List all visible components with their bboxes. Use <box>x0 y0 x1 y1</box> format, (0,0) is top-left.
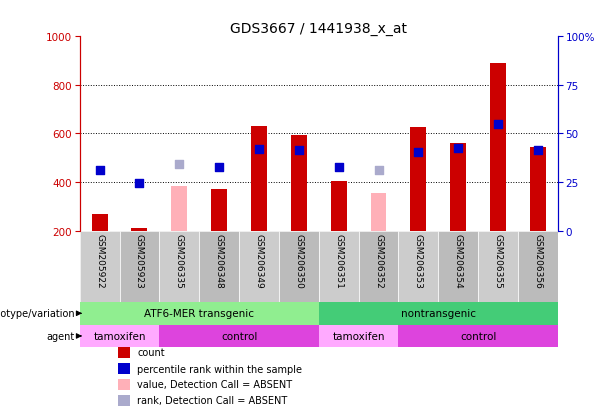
Bar <box>159 231 199 302</box>
Point <box>294 148 304 154</box>
Text: rank, Detection Call = ABSENT: rank, Detection Call = ABSENT <box>137 395 287 405</box>
Point <box>175 161 185 168</box>
Text: GSM206351: GSM206351 <box>334 233 343 288</box>
Text: GSM206352: GSM206352 <box>374 233 383 288</box>
Text: ATF6-MER transgenic: ATF6-MER transgenic <box>144 309 254 318</box>
Bar <box>291 135 306 231</box>
Text: nontransgenic: nontransgenic <box>401 309 476 318</box>
Bar <box>518 231 558 302</box>
Point <box>493 121 503 128</box>
Text: percentile rank within the sample: percentile rank within the sample <box>137 364 302 374</box>
Bar <box>450 144 466 231</box>
Bar <box>118 379 130 390</box>
Text: tamoxifen: tamoxifen <box>93 331 146 341</box>
Text: GSM206349: GSM206349 <box>254 233 264 288</box>
Bar <box>120 231 159 302</box>
Bar <box>118 347 130 358</box>
Text: GSM205922: GSM205922 <box>95 233 104 288</box>
Point <box>94 167 104 174</box>
Bar <box>398 325 558 347</box>
Bar <box>438 231 478 302</box>
Bar <box>239 231 279 302</box>
Bar <box>251 127 267 231</box>
Bar <box>279 231 319 302</box>
Text: agent: agent <box>47 331 75 341</box>
Bar <box>398 231 438 302</box>
Text: GSM206354: GSM206354 <box>454 233 463 288</box>
Bar <box>172 186 188 231</box>
Bar <box>118 363 130 375</box>
Text: value, Detection Call = ABSENT: value, Detection Call = ABSENT <box>137 379 292 389</box>
Text: GSM206350: GSM206350 <box>294 233 303 288</box>
Point <box>254 146 264 153</box>
Text: GSM206348: GSM206348 <box>215 233 224 288</box>
Text: tamoxifen: tamoxifen <box>332 331 385 341</box>
Bar <box>478 231 518 302</box>
Text: GSM206335: GSM206335 <box>175 233 184 288</box>
Bar <box>80 231 120 302</box>
Bar <box>411 128 427 231</box>
Bar <box>118 395 130 406</box>
Text: control: control <box>460 331 497 341</box>
Point <box>373 167 384 174</box>
Text: GSM206355: GSM206355 <box>493 233 503 288</box>
Bar <box>530 147 546 231</box>
Text: count: count <box>137 347 165 357</box>
Title: GDS3667 / 1441938_x_at: GDS3667 / 1441938_x_at <box>230 22 407 36</box>
Bar <box>80 325 159 347</box>
Point <box>454 145 463 152</box>
Text: GSM205923: GSM205923 <box>135 233 144 288</box>
Text: GSM206353: GSM206353 <box>414 233 423 288</box>
Point <box>215 164 224 171</box>
Text: GSM206356: GSM206356 <box>533 233 543 288</box>
Bar <box>319 325 398 347</box>
Bar <box>319 231 359 302</box>
Point <box>134 180 145 186</box>
Text: control: control <box>221 331 257 341</box>
Bar <box>319 302 558 325</box>
Bar <box>490 64 506 231</box>
Bar <box>331 181 347 231</box>
Bar <box>80 302 319 325</box>
Text: genotype/variation: genotype/variation <box>0 309 75 318</box>
Bar <box>370 194 386 231</box>
Point <box>413 149 423 156</box>
Bar <box>359 231 398 302</box>
Bar <box>211 190 227 231</box>
Point <box>533 148 543 154</box>
Bar <box>159 325 319 347</box>
Bar <box>131 229 147 231</box>
Point <box>333 164 343 171</box>
Bar <box>199 231 239 302</box>
Bar <box>92 214 108 231</box>
